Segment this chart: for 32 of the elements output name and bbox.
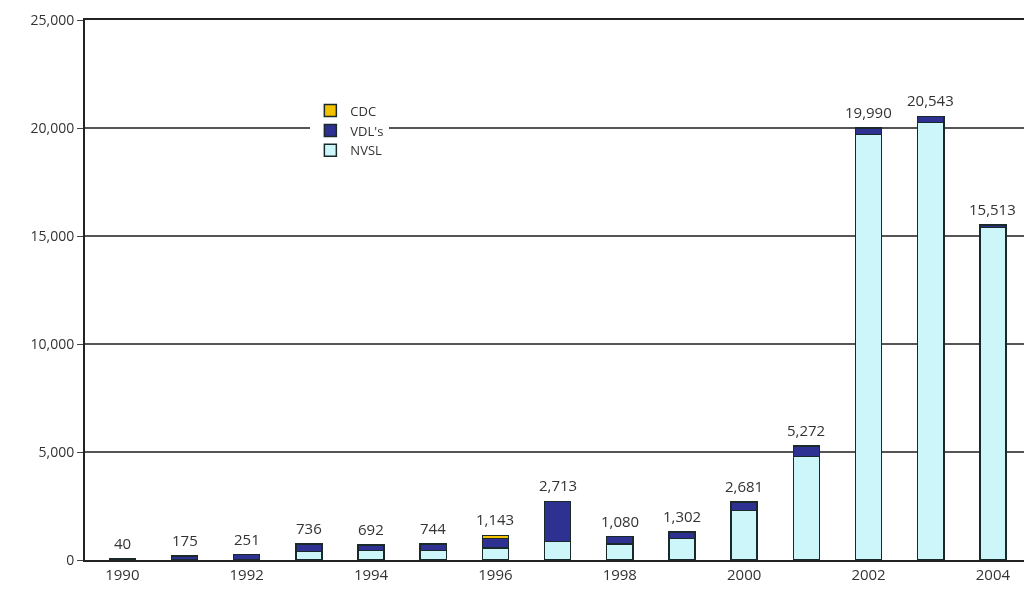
y-tick-label: 20,000 (30, 117, 75, 137)
total-label: 692 (358, 519, 384, 539)
x-tick-label: 2000 (727, 564, 762, 584)
total-label: 2,681 (725, 476, 764, 496)
x-tick-label: 1990 (105, 564, 140, 584)
y-tick-label: 0 (66, 549, 75, 569)
x-tick-label: 1992 (229, 564, 264, 584)
total-label: 1,080 (601, 511, 640, 531)
x-tick-label: 1998 (602, 564, 637, 584)
y-tick-label: 5,000 (38, 441, 75, 461)
total-label: 40 (114, 533, 132, 553)
legend-label: VDL's (350, 121, 384, 140)
total-label: 1,143 (476, 509, 515, 529)
total-label: 20,543 (907, 90, 954, 110)
x-tick-label: 2004 (975, 564, 1011, 584)
y-tick-label: 25,000 (30, 9, 75, 29)
x-tick-label: 2002 (851, 564, 886, 584)
x-tick-label: 1994 (353, 564, 389, 584)
x-tick-label: 1996 (478, 564, 513, 584)
legend-label: NVSL (350, 141, 383, 160)
total-label: 1,302 (663, 506, 702, 526)
y-tick-label: 15,000 (30, 225, 75, 245)
total-label: 19,990 (845, 102, 892, 122)
total-label: 175 (172, 530, 198, 550)
y-tick-label: 10,000 (30, 333, 75, 353)
total-label: 251 (234, 529, 260, 549)
total-label: 5,272 (787, 420, 826, 440)
total-label: 2,713 (539, 475, 578, 495)
legend-label: CDC (350, 101, 377, 120)
total-label: 744 (420, 518, 447, 538)
total-label: 15,513 (969, 199, 1016, 219)
total-label: 736 (296, 518, 322, 538)
